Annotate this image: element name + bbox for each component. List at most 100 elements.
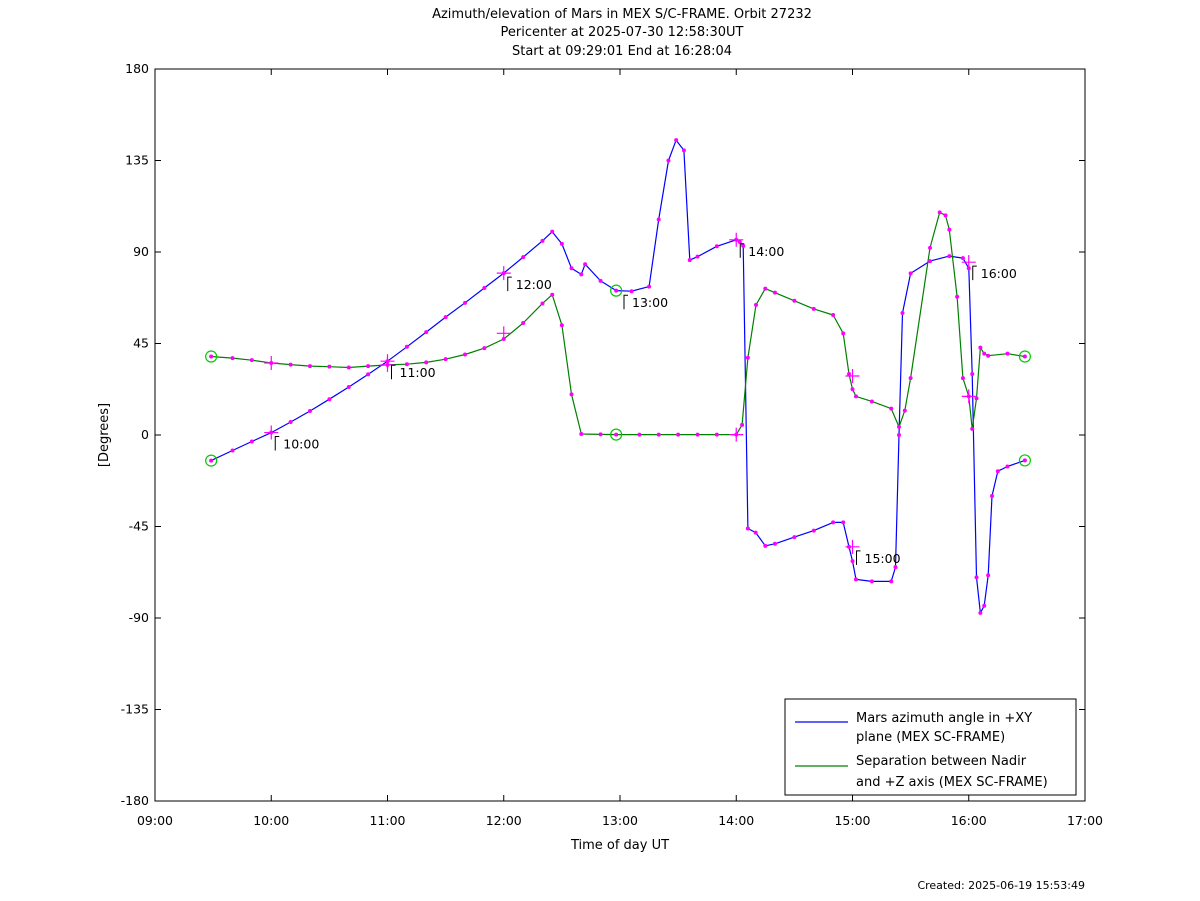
time-annotation-label: 14:00 [748,244,784,259]
series-1-point [970,426,975,431]
series-0-point [569,266,574,271]
series-1-point [974,396,979,401]
time-annotation-label: 10:00 [283,437,319,452]
title-line-2: Pericenter at 2025-07-30 12:58:30UT [500,25,743,40]
title-line-3: Start at 09:29:01 End at 16:28:04 [512,44,732,59]
y-tick-label: -135 [121,702,149,717]
series-0-point [792,535,797,540]
series-1-point [230,356,235,361]
series-0-point [687,258,692,263]
series-1-point [928,245,933,250]
series-0-point [897,433,901,437]
series-1-point [811,306,816,311]
legend-label-separation-2: and +Z axis (MEX SC-FRAME) [856,775,1048,790]
series-1-point [288,362,293,367]
series-0-point [424,330,429,335]
x-tick-label: 10:00 [253,813,289,828]
series-0-point [893,565,898,570]
endpoint-marker [1018,454,1031,467]
series-1-point [676,432,681,437]
series-1-point [404,362,409,367]
hour-cross-marker [264,425,279,440]
x-tick-label: 14:00 [718,813,754,828]
series-1-point [327,364,332,369]
series-0-point [559,241,564,246]
title-line-1: Azimuth/elevation of Mars in MEX S/C-FRA… [432,7,812,22]
time-annotations: 10:00 11:00 12:00 13:00 14:00 15:00 16:00 [274,243,1017,566]
series-1-point [637,432,642,437]
series-0-point [741,243,746,248]
series-0-point [853,577,858,582]
series-1-point [740,422,745,427]
chart-title: Azimuth/elevation of Mars in MEX S/C-FRA… [432,7,812,59]
series-1-point [850,387,855,392]
endpoint-marker [610,284,623,297]
hour-cross-marker [264,356,279,371]
series-1-point [754,302,759,307]
series-1-point [908,376,913,381]
endpoint-marker [205,350,218,363]
time-annotation-label: 13:00 [632,295,668,310]
time-annotation-tick [274,436,280,451]
time-annotation-tick [507,276,512,292]
series-0-point [908,271,913,276]
series-0-point [763,543,768,548]
endpoint-marker [205,454,218,467]
series-layer [209,138,1027,615]
y-tick-label: -180 [121,793,149,808]
series-0-point [850,559,855,564]
series-1-point [569,392,574,397]
y-tick-label: 180 [125,61,149,76]
series-1-point [960,376,965,381]
series-0-point [869,579,874,584]
series-1-point [889,406,894,411]
series-1-point [424,360,429,365]
series-0-point [745,526,750,531]
y-axis-label: [Degrees] [97,403,112,467]
legend: Mars azimuth angle in +XY plane (MEX SC-… [784,698,1077,796]
series-1-point [598,432,603,437]
time-annotation-tick [739,243,745,258]
series-0-point [482,285,487,290]
series-0-point [889,579,894,584]
series-0-point [960,256,965,261]
series-1-point [763,286,768,291]
y-tick-label: -45 [129,519,149,534]
series-0-point [404,344,409,349]
series-1-point [847,372,852,376]
series-0-point [1005,464,1010,469]
x-tick-label: 09:00 [137,813,173,828]
time-annotation-label: 15:00 [865,551,901,566]
hour-cross-marker [961,389,976,404]
series-1-point [540,301,545,306]
series-1-point [897,424,901,429]
series-0-point [209,458,214,463]
series-1-point [346,365,351,370]
time-annotation-tick [972,265,977,281]
series-0-point [970,372,975,376]
series-0-point [811,528,816,533]
x-tick-label: 13:00 [602,813,638,828]
time-annotation-tick [856,550,861,565]
series-line-1 [211,211,1025,436]
series-1-point [943,213,948,218]
series-0-point [772,541,777,546]
series-1-point [841,331,846,336]
x-tick-label: 11:00 [369,813,405,828]
y-tick-label: 45 [133,336,149,351]
series-1-point [579,431,584,436]
series-1-point [209,354,214,359]
series-1-point [831,313,836,318]
series-0-point [900,311,905,315]
series-1-point [443,357,448,362]
series-0-point [629,289,634,294]
series-1-point [249,358,254,363]
series-1-point [853,394,858,399]
time-annotation-label: 16:00 [981,266,1017,281]
series-1-point [695,432,700,437]
legend-label-separation-1: Separation between Nadir [856,754,1027,769]
marker-layer [205,232,1031,554]
series-1-point [982,351,987,356]
series-1-point [978,345,983,350]
hour-cross-marker [845,369,860,384]
